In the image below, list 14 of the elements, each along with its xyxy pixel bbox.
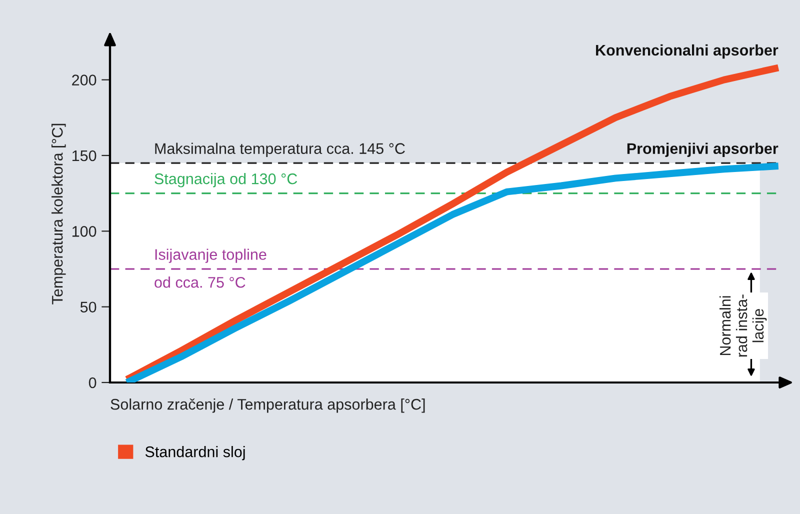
legend-label: Standardni sloj — [145, 446, 245, 460]
x-axis-title: Solarno zračenje / Temperatura apsorbera [°C] — [110, 398, 425, 413]
y-tick-label: 200 — [72, 74, 96, 86]
annotation: Konvencionalni apsorber — [596, 44, 778, 59]
y-tick-label: 0 — [88, 377, 96, 388]
y-tick-label: 100 — [72, 226, 96, 237]
ref-line-label: Stagnacija od 130 °C — [154, 173, 298, 188]
y-tick-label: 150 — [72, 150, 96, 162]
annotation: Normalni rad insta- lacije — [720, 294, 767, 357]
y-axis-title: Temperatura kolektora [°C] — [52, 124, 66, 304]
ref-line-label: Isijavanje topline od cca. 75 °C — [154, 248, 266, 288]
ref-line-label: Maksimalna temperatura cca. 145 °C — [155, 142, 405, 157]
y-tick-label: 50 — [80, 302, 96, 313]
annotation: Promjenjivi apsorber — [627, 142, 778, 157]
